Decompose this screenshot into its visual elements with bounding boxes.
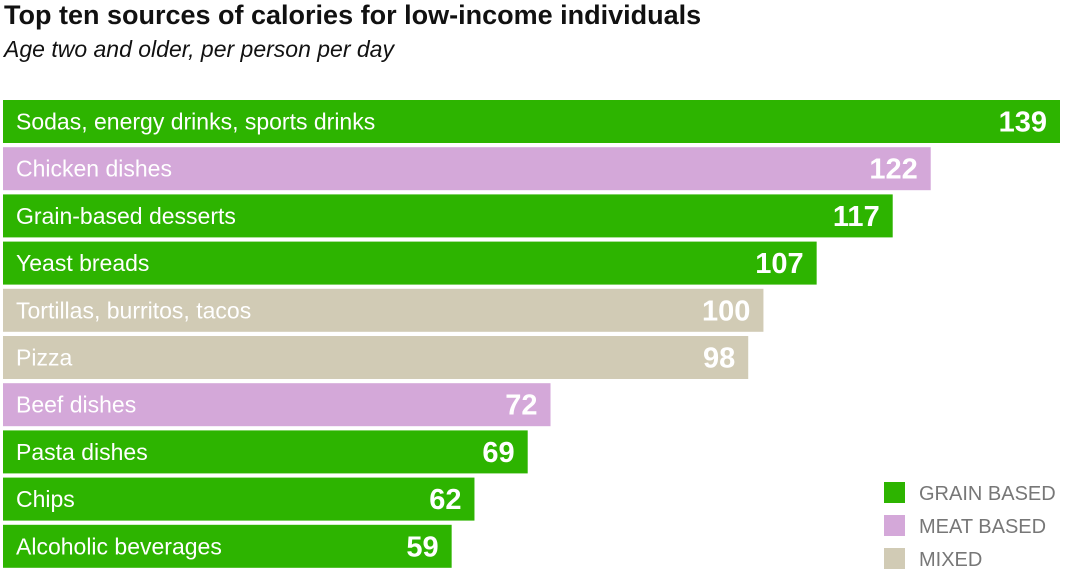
bar-value-label: 69 (482, 437, 514, 469)
bar-label: Chicken dishes (16, 156, 172, 182)
bar-chips (3, 477, 475, 521)
bar-label: Yeast breads (16, 250, 149, 276)
legend-swatch-meat (884, 515, 905, 536)
bar-value-label: 62 (429, 484, 461, 516)
bar-chicken-dishes (3, 147, 931, 191)
bar-beef-dishes (3, 383, 551, 427)
legend-swatch-grain (884, 482, 905, 503)
bar-value-label: 72 (505, 390, 537, 422)
bar-value-label: 122 (869, 154, 917, 186)
legend-swatch-mixed (884, 548, 905, 569)
bar-alcoholic-beverages (3, 524, 452, 568)
bar-label: Pizza (16, 345, 72, 371)
bar-value-label: 100 (702, 295, 750, 327)
chart-title: Top ten sources of calories for low-inco… (4, 0, 702, 30)
bar-label: Tortillas, burritos, tacos (16, 297, 251, 323)
bar-label: Sodas, energy drinks, sports drinks (16, 109, 375, 135)
bar-pizza (3, 336, 749, 379)
legend-label-meat: MEAT BASED (919, 516, 1046, 538)
legend-label-mixed: MIXED (919, 549, 982, 571)
bar-value-label: 139 (999, 107, 1047, 139)
bar-label: Chips (16, 486, 75, 512)
chart-subtitle: Age two and older, per person per day (4, 36, 394, 62)
bar-grain-based-desserts (3, 194, 893, 238)
bar-value-label: 107 (755, 248, 803, 280)
bar-tortillas-burritos-tacos (3, 288, 764, 332)
bar-label: Alcoholic beverages (16, 533, 222, 559)
bar-label: Grain-based desserts (16, 203, 236, 229)
bar-value-label: 98 (703, 343, 735, 375)
bar-yeast-breads (3, 241, 817, 285)
bar-label: Pasta dishes (16, 439, 148, 465)
bar-sodas-energy-drinks-sports-drinks (3, 100, 1060, 143)
legend-label-grain: GRAIN BASED (919, 483, 1056, 505)
bar-value-label: 59 (406, 531, 438, 563)
bar-value-label: 117 (833, 201, 880, 233)
bar-pasta-dishes (3, 430, 528, 474)
bar-label: Beef dishes (16, 392, 136, 418)
